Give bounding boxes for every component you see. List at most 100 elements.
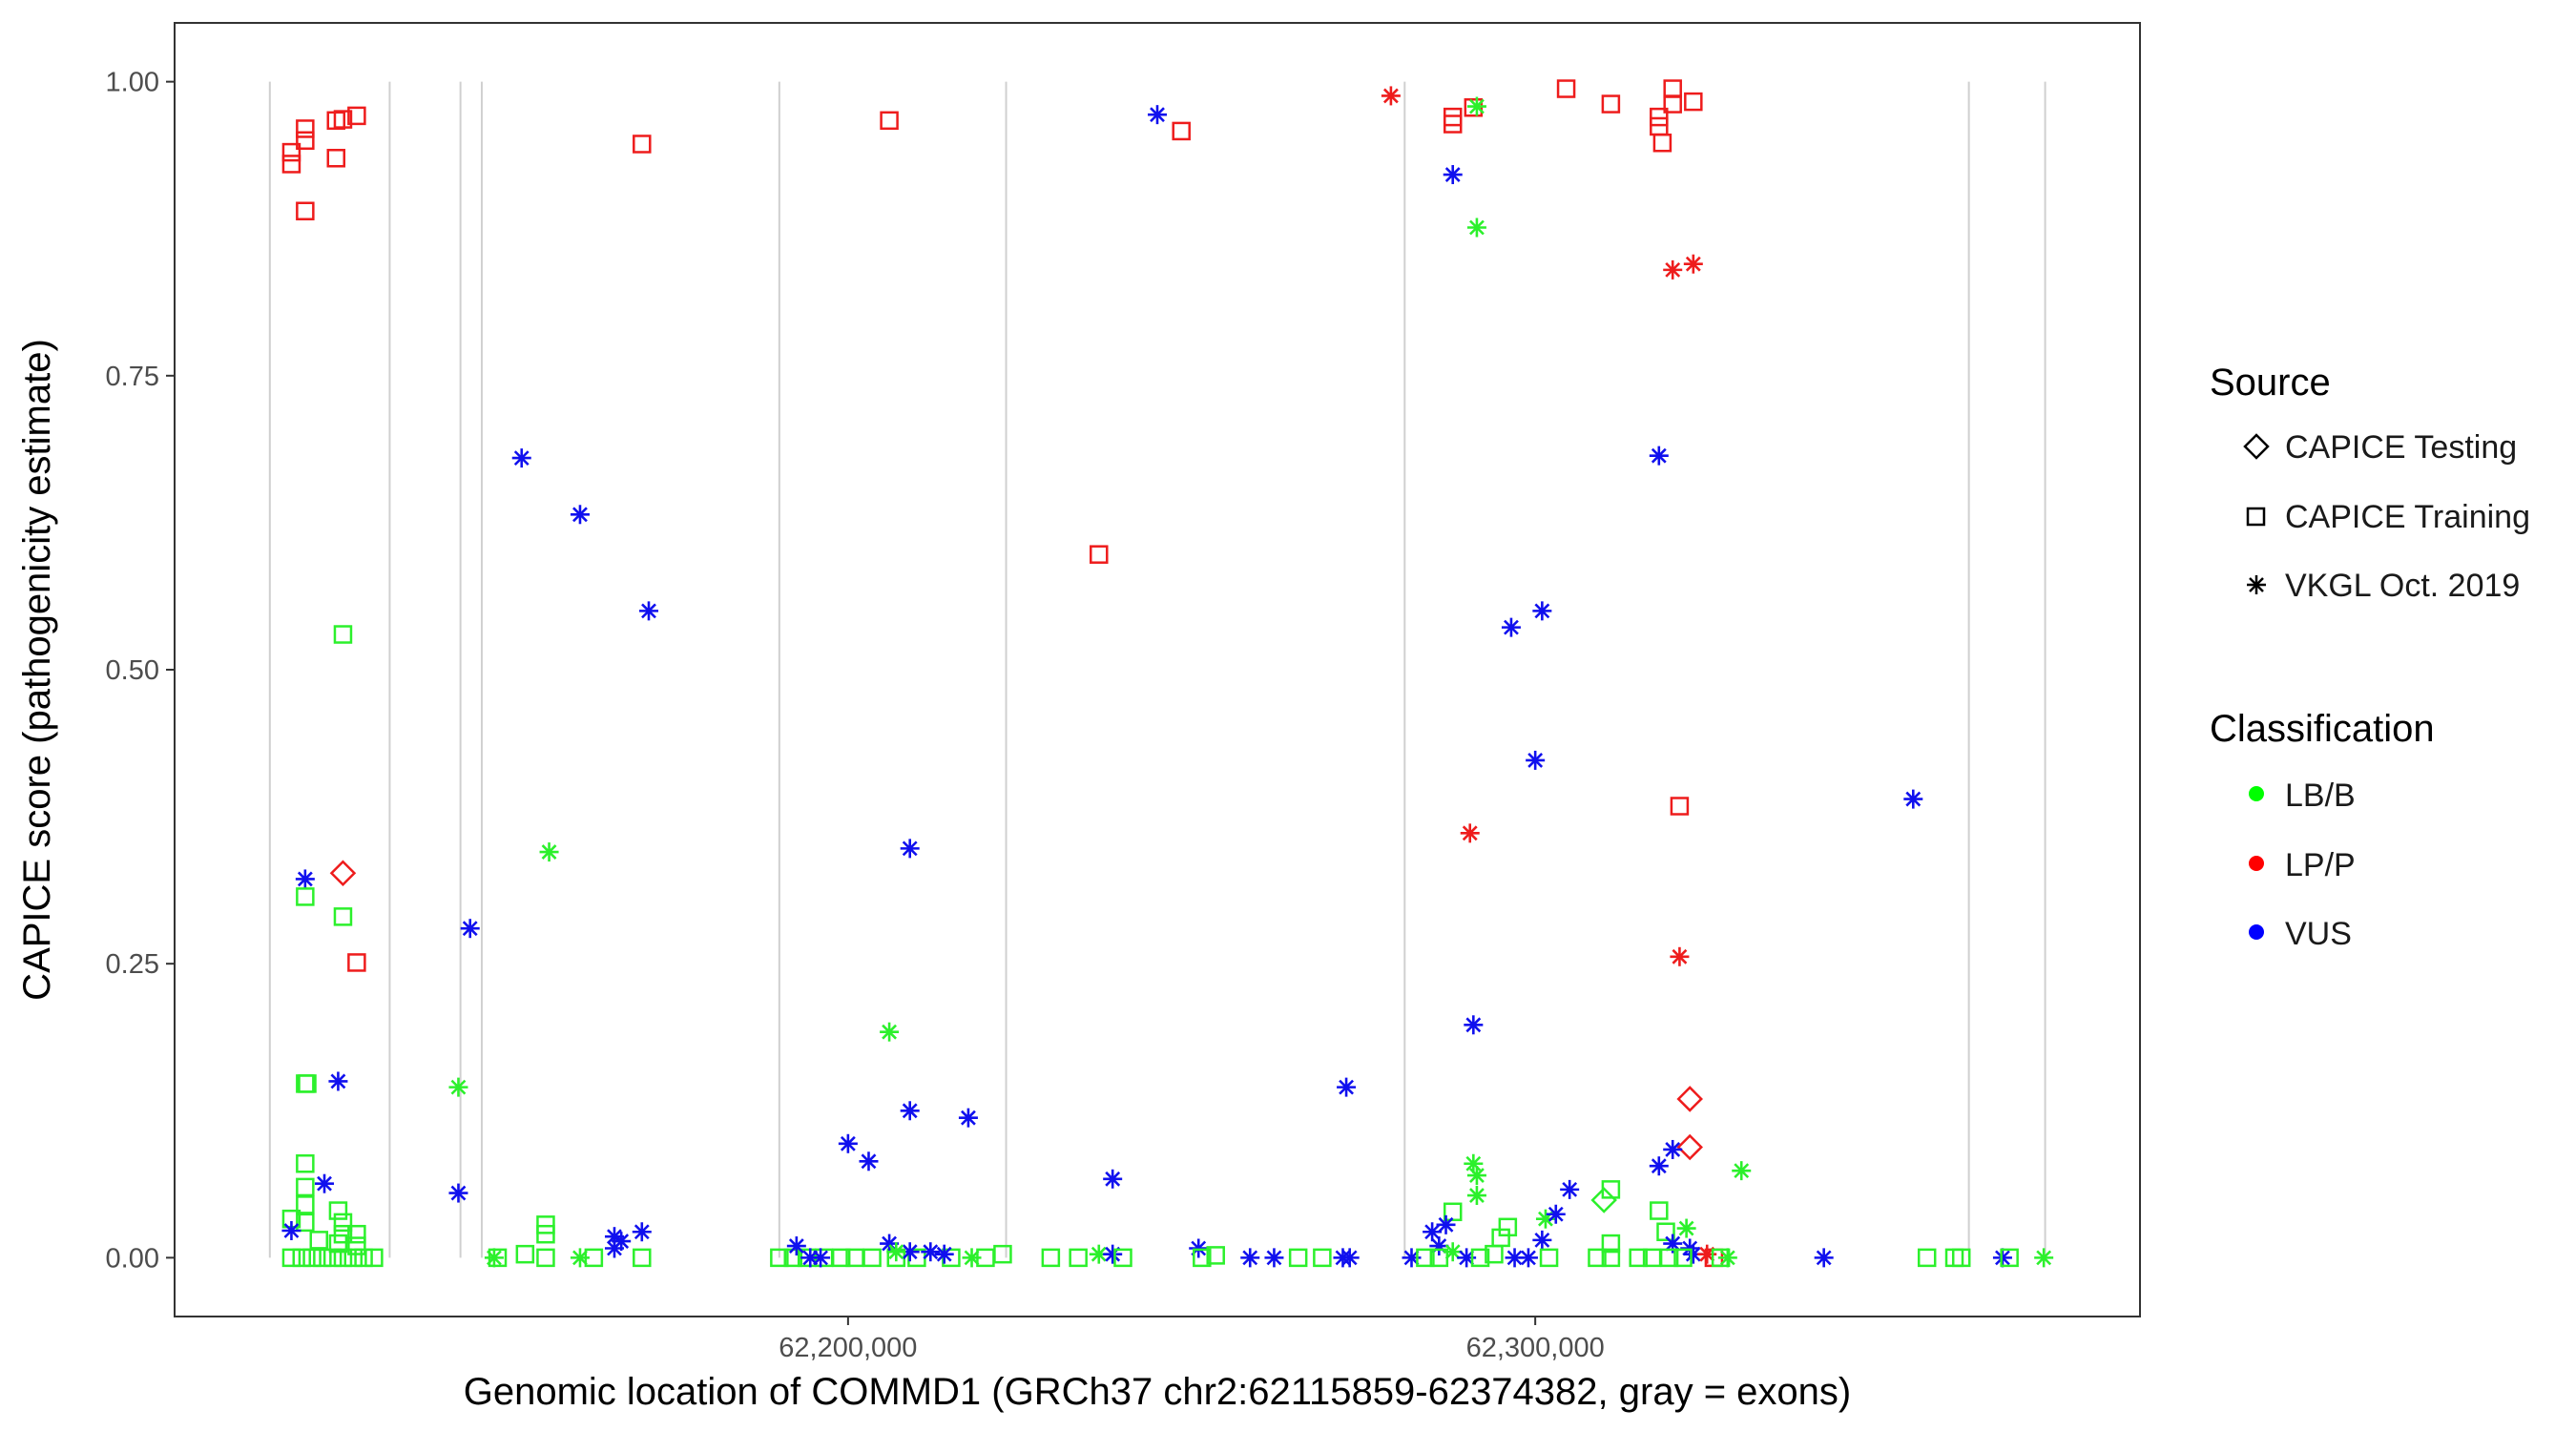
point-capice-training: [281, 1248, 301, 1268]
point-capice-training: [1652, 133, 1672, 153]
point-capice-training: [313, 1248, 332, 1268]
point-vkgl-stroke: [1665, 1142, 1681, 1157]
point-vkgl: [1670, 946, 1690, 966]
point-vkgl: [1663, 1139, 1683, 1159]
point-capice-training: [298, 1074, 317, 1093]
point-capice-testing: [1590, 1187, 1617, 1213]
point-capice-training: [880, 111, 899, 131]
point-vkgl-stroke: [1816, 1250, 1832, 1266]
point-capice-training: [1313, 1248, 1332, 1268]
point-capice-training: [328, 1201, 348, 1220]
point-capice-training: [1470, 1248, 1490, 1268]
point-vkgl: [1264, 1248, 1284, 1268]
point-vkgl-stroke: [902, 1103, 918, 1119]
point-vkgl-stroke: [1438, 1216, 1454, 1233]
point-vkgl-stroke: [1469, 1168, 1485, 1183]
point-vkgl-stroke: [861, 1153, 877, 1170]
legend-source-title: Source: [2210, 362, 2331, 404]
point-vkgl-stroke: [641, 603, 656, 619]
point-vkgl-stroke: [1651, 1158, 1667, 1174]
point-vkgl: [328, 1071, 348, 1091]
point-vkgl-stroke: [634, 1224, 650, 1240]
point-capice-training: [1443, 1202, 1463, 1222]
point-vkgl: [934, 1244, 954, 1264]
point-capice-training: [1288, 1248, 1308, 1268]
point-capice-training: [584, 1248, 604, 1268]
point-vkgl-stroke: [882, 1024, 898, 1040]
point-vkgl-stroke: [2036, 1250, 2052, 1266]
point-vkgl: [511, 448, 531, 468]
point-vkgl: [1526, 750, 1546, 770]
point-vkgl: [811, 1248, 831, 1268]
point-vkgl: [1466, 96, 1486, 116]
y-tick-label: 0.50: [106, 655, 159, 686]
point-vkgl-stroke: [840, 1135, 856, 1151]
point-vkgl: [1464, 1015, 1484, 1035]
point-vkgl-stroke: [450, 1079, 467, 1095]
point-vkgl-stroke: [1534, 603, 1550, 619]
point-vkgl-stroke: [1678, 1220, 1694, 1236]
point-vkgl-stroke: [1469, 1188, 1485, 1203]
point-vkgl-stroke: [1469, 219, 1485, 236]
point-vkgl-stroke: [1242, 1250, 1258, 1266]
point-vkgl: [1649, 1156, 1669, 1176]
point-capice-training: [770, 1248, 789, 1268]
point-capice-testing: [1676, 1086, 1703, 1112]
point-vkgl-stroke: [1105, 1171, 1121, 1187]
point-vkgl: [1546, 1204, 1566, 1224]
point-vkgl: [1505, 1248, 1525, 1268]
point-capice-training: [1601, 1248, 1621, 1268]
point-vkgl-stroke: [902, 840, 918, 857]
point-vkgl-stroke: [1444, 1244, 1461, 1260]
point-capice-training: [633, 1248, 652, 1268]
point-vkgl: [295, 869, 315, 889]
point-vkgl-stroke: [1465, 1155, 1482, 1172]
point-vkgl-stroke: [936, 1246, 952, 1262]
point-vkgl: [1103, 1169, 1123, 1189]
point-vkgl: [612, 1232, 632, 1252]
legend-label-capice-testing: CAPICE Testing: [2285, 429, 2517, 466]
point-capice-training: [862, 1248, 882, 1268]
point-vkgl-stroke: [788, 1238, 804, 1254]
point-capice-training: [347, 106, 366, 126]
point-vkgl: [460, 919, 480, 939]
point-vkgl: [1460, 823, 1480, 843]
point-capice-training: [536, 1215, 555, 1234]
x-tick-label: 62,300,000: [1466, 1333, 1605, 1363]
point-vkgl: [786, 1236, 806, 1256]
point-capice-training: [322, 1248, 343, 1268]
point-vkgl-stroke: [462, 921, 478, 937]
point-capice-training: [296, 1153, 315, 1173]
point-vkgl: [638, 601, 658, 621]
point-capice-training: [296, 1213, 315, 1233]
point-vkgl: [1518, 1248, 1538, 1268]
point-vkgl: [1676, 1218, 1696, 1238]
legend-class-title: Classification: [2210, 708, 2435, 750]
point-vkgl-stroke: [1672, 948, 1688, 964]
point-capice-training: [1650, 1201, 1669, 1220]
point-capice-training: [1650, 107, 1669, 127]
point-vkgl-stroke: [1665, 1235, 1681, 1252]
asterisk-icon-diag2: [2249, 577, 2264, 592]
point-capice-testing: [1676, 1133, 1703, 1161]
point-vkgl: [1501, 617, 1521, 637]
point-vkgl-stroke: [882, 1235, 898, 1252]
point-capice-training: [343, 1248, 364, 1268]
point-vkgl: [886, 1242, 906, 1262]
y-tick-label: 1.00: [106, 68, 159, 98]
point-capice-training: [326, 149, 346, 168]
point-vkgl: [1148, 105, 1167, 125]
point-vkgl-stroke: [1548, 1206, 1564, 1222]
point-capice-training: [1041, 1248, 1061, 1268]
point-vkgl-stroke: [1266, 1250, 1282, 1266]
point-vkgl-stroke: [1091, 1246, 1107, 1262]
point-vkgl: [539, 842, 559, 862]
point-capice-training: [1069, 1248, 1088, 1268]
point-capice-training: [1601, 1180, 1621, 1199]
point-vkgl: [1732, 1161, 1752, 1181]
point-capice-training: [1670, 797, 1690, 816]
point-vkgl: [1103, 1244, 1123, 1264]
y-tick-label: 0.25: [106, 949, 159, 980]
point-vkgl-stroke: [1719, 1250, 1735, 1266]
